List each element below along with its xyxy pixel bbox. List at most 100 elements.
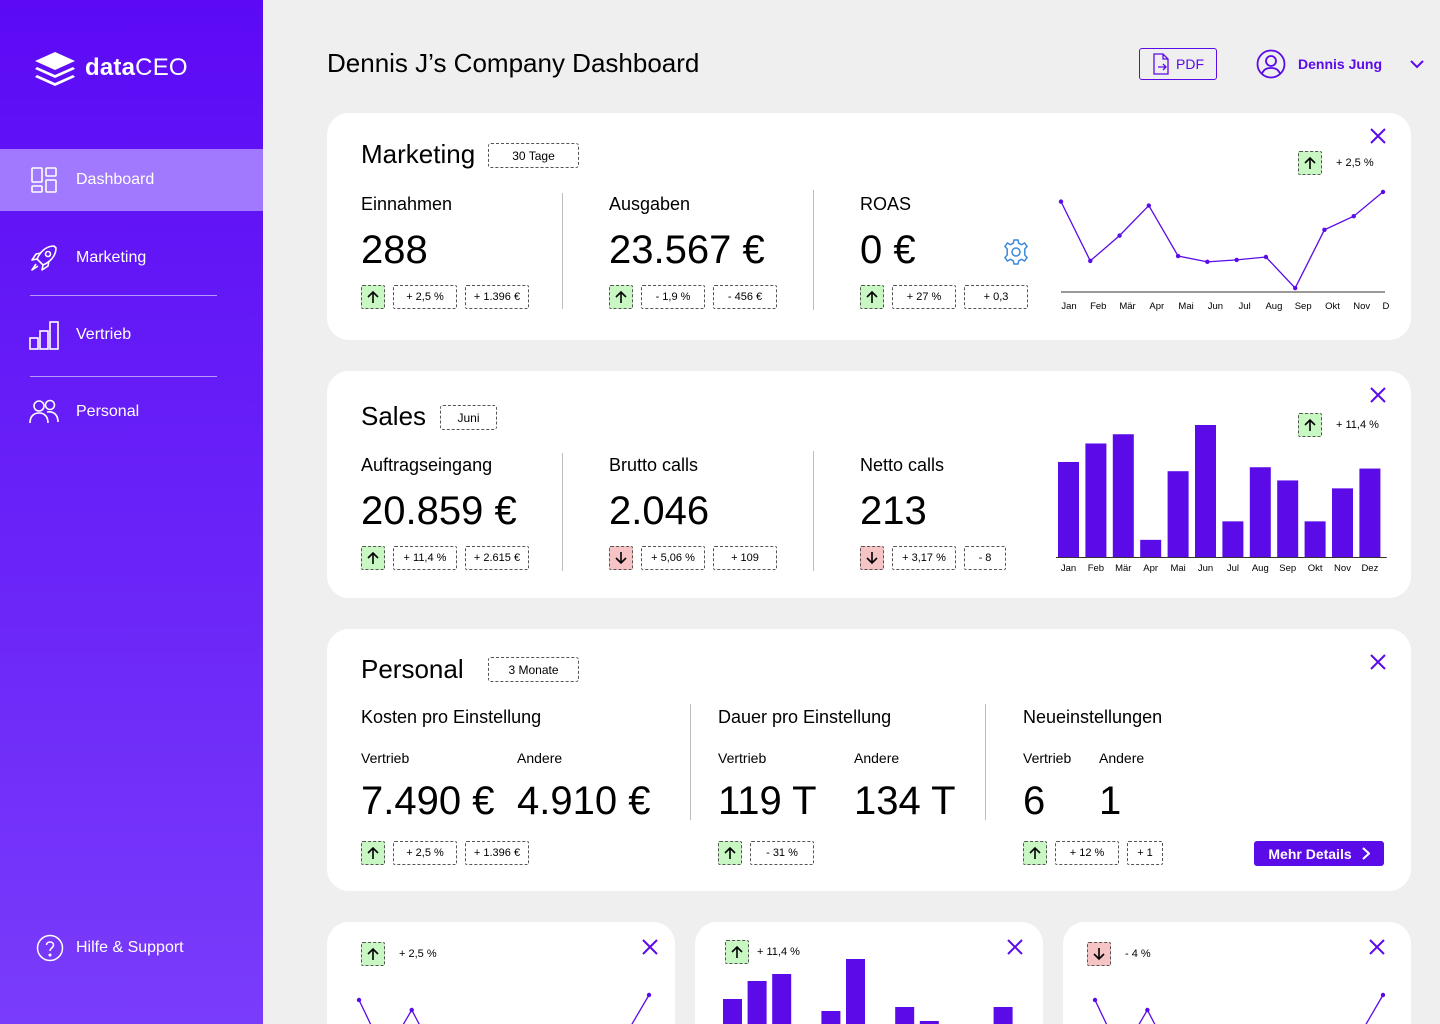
absolute-chip: + 0,3 xyxy=(964,285,1028,309)
arrow-up-icon xyxy=(1298,413,1322,437)
dashboard-icon xyxy=(28,164,60,196)
trend-indicator: + 2,5 % xyxy=(1298,151,1374,175)
trend-indicator: - 4 % xyxy=(1087,942,1151,966)
close-icon[interactable] xyxy=(1368,385,1388,405)
close-icon[interactable] xyxy=(1368,652,1388,672)
period-tag[interactable]: 3 Monate xyxy=(488,657,579,682)
period-tag[interactable]: Juni xyxy=(440,405,497,430)
tick-label: Jul xyxy=(1239,301,1251,312)
metric-chips: - 1,9 % - 456 € xyxy=(609,285,777,309)
tick-label: Aug xyxy=(1252,563,1269,574)
value-vertrieb: 119 T xyxy=(718,779,817,823)
metric-label: Netto calls xyxy=(860,455,945,475)
metric-value: 23.567 € xyxy=(609,228,765,272)
more-details-label: Mehr Details xyxy=(1268,845,1352,862)
card-title: Personal xyxy=(361,654,464,684)
close-icon[interactable] xyxy=(1367,937,1387,957)
marketing-line-chart: Jan Feb Mär Apr Mai Jun Jul Aug Sep Okt Nov Dez xyxy=(1058,189,1389,312)
absolute-chip: + 1 xyxy=(1127,841,1163,865)
divider xyxy=(562,453,563,571)
percent-chip: + 27 % xyxy=(892,285,956,309)
metric-value: 213 xyxy=(860,489,927,533)
percent-chip: + 2,5 % xyxy=(393,285,457,309)
tick-label: Apr xyxy=(1149,301,1164,312)
pdf-export-button[interactable]: PDF xyxy=(1139,48,1217,80)
help-icon xyxy=(36,934,64,962)
nav-divider xyxy=(30,376,217,377)
close-icon[interactable] xyxy=(640,937,660,957)
close-icon[interactable] xyxy=(1005,937,1025,957)
help-label: Hilfe & Support xyxy=(76,939,184,956)
percent-chip: + 2,5 % xyxy=(393,841,457,865)
tick-label: Jun xyxy=(1198,563,1213,574)
nav-divider xyxy=(30,295,217,296)
logo[interactable]: dataCEO xyxy=(33,50,188,86)
period-tag[interactable]: 30 Tage xyxy=(488,143,579,168)
data-point xyxy=(1205,259,1210,265)
arrow-up-icon xyxy=(609,285,633,309)
sub-label-vertrieb: Vertrieb xyxy=(1023,750,1072,766)
sidebar-item-label: Personal xyxy=(76,403,140,420)
arrow-up-icon xyxy=(1298,151,1322,175)
metric-value: 288 xyxy=(361,228,428,272)
marketing-card: Marketing 30 Tage Einnahmen 288 + 2,5 % … xyxy=(327,113,1411,340)
percent-chip: + 12 % xyxy=(1055,841,1119,865)
more-details-button[interactable]: Mehr Details xyxy=(1254,841,1384,866)
percent-chip: + 3,17 % xyxy=(892,546,956,570)
metric-chips: + 2,5 % + 1.396 € xyxy=(361,841,529,865)
user-menu[interactable]: Dennis Jung xyxy=(1256,49,1424,79)
mini-card-1: + 2,5 % xyxy=(327,922,675,1024)
sidebar-item-marketing[interactable]: Marketing xyxy=(0,238,263,278)
metric-chips: + 11,4 % + 2.615 € xyxy=(361,546,529,570)
bar xyxy=(723,999,742,1024)
metric-chips: + 3,17 % - 8 xyxy=(860,546,1006,570)
stack-logo-icon xyxy=(35,52,75,86)
bar xyxy=(1167,471,1189,557)
metric-label: Kosten pro Einstellung xyxy=(361,707,542,727)
divider xyxy=(813,451,814,571)
absolute-chip: + 2.615 € xyxy=(465,546,529,570)
mini-card-2: + 11,4 % xyxy=(695,922,1043,1024)
tick-label: Dez xyxy=(1361,563,1378,574)
arrow-up-icon xyxy=(860,285,884,309)
tick-label: Apr xyxy=(1143,563,1158,574)
metric-value: 20.859 € xyxy=(361,489,517,533)
card-title: Sales xyxy=(361,401,427,431)
data-point xyxy=(1234,257,1239,263)
brand-name-bold: data xyxy=(85,54,136,81)
data-point xyxy=(1380,992,1385,998)
close-icon[interactable] xyxy=(1368,126,1388,146)
trend-value: + 2,5 % xyxy=(399,948,437,960)
divider xyxy=(813,190,814,310)
data-point xyxy=(1092,997,1098,1003)
arrow-up-icon xyxy=(361,285,385,309)
sidebar-item-dashboard[interactable]: Dashboard xyxy=(0,149,263,211)
data-point xyxy=(1175,253,1181,259)
bar xyxy=(1112,434,1134,557)
bar xyxy=(1222,521,1244,557)
metric-label: ROAS xyxy=(860,194,912,214)
help-support-link[interactable]: Hilfe & Support xyxy=(36,934,184,962)
sidebar-item-vertrieb[interactable]: Vertrieb xyxy=(0,315,263,355)
page-title: Dennis J’s Company Dashboard xyxy=(327,48,700,78)
arrow-down-icon xyxy=(609,546,633,570)
bar xyxy=(846,959,865,1024)
percent-chip: + 5,06 % xyxy=(641,546,705,570)
arrow-up-icon xyxy=(361,841,385,865)
metric-label: Dauer pro Einstellung xyxy=(718,707,892,727)
data-point xyxy=(1322,227,1327,232)
data-point xyxy=(1380,189,1386,195)
data-point xyxy=(1292,285,1298,291)
sidebar-item-personal[interactable]: Personal xyxy=(0,392,263,432)
metric-label: Neueinstellungen xyxy=(1023,707,1163,727)
settings-gear-icon[interactable] xyxy=(1002,238,1030,266)
bar xyxy=(1332,488,1353,557)
metric-label: Auftragseingang xyxy=(361,455,493,475)
value-andere: 4.910 € xyxy=(517,779,651,823)
metric-value: 0 € xyxy=(860,228,916,272)
tick-label: Mär xyxy=(1119,301,1135,312)
people-icon xyxy=(28,396,60,428)
arrow-up-icon xyxy=(1023,841,1047,865)
bar xyxy=(1304,521,1326,557)
sub-label-vertrieb: Vertrieb xyxy=(718,750,767,766)
